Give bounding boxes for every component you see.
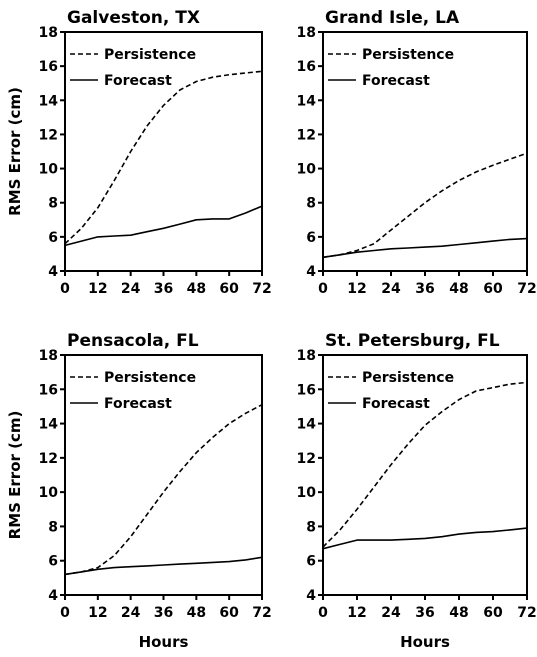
x-tick-label: 12 [347, 605, 366, 621]
legend-label-forecast: Forecast [362, 73, 430, 89]
y-tick-label: 6 [306, 554, 316, 570]
y-axis-title: RMS Error (cm) [6, 411, 24, 540]
panel-1: Grand Isle, LA 4 6 8 10 12 14 16 18 0 12 24 36 48 60 72… [297, 8, 537, 297]
legend-label-forecast: Forecast [362, 396, 430, 412]
y-tick-label: 8 [48, 196, 58, 212]
x-tick-label: 72 [517, 281, 536, 297]
y-tick-label: 18 [297, 348, 316, 364]
panel-title: Galveston, TX [67, 8, 200, 28]
x-tick-label: 36 [154, 281, 173, 297]
x-tick-label: 0 [318, 605, 328, 621]
y-tick-label: 10 [39, 162, 59, 178]
y-tick-label: 8 [306, 519, 316, 535]
legend-label-persistence: Persistence [362, 47, 454, 63]
x-tick-label: 60 [219, 281, 239, 297]
x-tick-label: 12 [347, 281, 366, 297]
x-tick-label: 72 [252, 605, 271, 621]
legend-label-forecast: Forecast [104, 73, 172, 89]
series-line-persistence [322, 152, 528, 259]
plot-frame [64, 354, 263, 596]
y-tick-label: 18 [39, 25, 58, 41]
legend-label-forecast: Forecast [104, 396, 172, 412]
y-tick-label: 8 [306, 196, 316, 212]
x-axis-title: Hours [400, 633, 450, 651]
panel-title: St. Petersburg, FL [325, 331, 500, 351]
x-tick-label: 0 [60, 281, 70, 297]
panel-2: Pensacola, FL 4 6 8 10 12 14 16 18 0 12 24 36 48 60 72 P… [6, 331, 272, 651]
y-tick-label: 18 [297, 25, 316, 41]
y-tick-label: 16 [297, 59, 316, 75]
y-tick-label: 10 [297, 485, 317, 501]
y-tick-label: 12 [297, 127, 316, 143]
x-tick-label: 36 [415, 281, 434, 297]
series-line-persistence [64, 403, 263, 576]
plot-frame [322, 31, 528, 272]
x-tick-label: 12 [88, 605, 107, 621]
x-tick-label: 48 [187, 281, 206, 297]
y-tick-label: 14 [39, 417, 59, 433]
series-line-persistence [322, 381, 528, 548]
panel-title: Grand Isle, LA [325, 8, 460, 28]
legend-label-persistence: Persistence [362, 370, 454, 386]
series-line-forecast [64, 205, 263, 247]
panel-3: St. Petersburg, FL 4 6 8 10 12 14 16 18 0 12 24 36 48… [297, 331, 537, 651]
x-tick-label: 48 [449, 605, 468, 621]
x-tick-label: 24 [121, 605, 141, 621]
x-tick-label: 0 [60, 605, 70, 621]
x-tick-label: 60 [483, 281, 503, 297]
y-tick-label: 4 [48, 264, 58, 280]
panel-title: Pensacola, FL [67, 331, 199, 351]
x-tick-label: 24 [381, 605, 401, 621]
x-tick-label: 12 [88, 281, 107, 297]
x-tick-label: 60 [483, 605, 503, 621]
x-tick-label: 48 [449, 281, 468, 297]
x-tick-label: 24 [121, 281, 141, 297]
x-tick-label: 48 [187, 605, 206, 621]
y-tick-label: 16 [39, 382, 58, 398]
x-tick-label: 24 [381, 281, 401, 297]
x-tick-label: 36 [154, 605, 173, 621]
series-line-forecast [322, 527, 528, 550]
y-tick-label: 12 [39, 127, 58, 143]
x-tick-label: 60 [219, 605, 239, 621]
y-tick-label: 4 [306, 588, 316, 604]
legend-label-persistence: Persistence [104, 370, 196, 386]
y-tick-label: 6 [48, 554, 58, 570]
x-tick-label: 36 [415, 605, 434, 621]
y-tick-label: 12 [39, 451, 58, 467]
series-line-persistence [64, 70, 263, 245]
y-tick-label: 10 [297, 162, 317, 178]
y-tick-label: 14 [297, 417, 317, 433]
y-tick-label: 6 [306, 230, 316, 246]
y-tick-label: 10 [39, 485, 59, 501]
y-tick-label: 8 [48, 519, 58, 535]
series-line-forecast [322, 237, 528, 259]
x-tick-label: 72 [517, 605, 536, 621]
series-line-forecast [64, 556, 263, 576]
y-tick-label: 14 [39, 93, 59, 109]
y-tick-label: 12 [297, 451, 316, 467]
x-tick-label: 0 [318, 281, 328, 297]
panel-0: Galveston, TX 4 6 8 10 12 14 16 18 0 12 24 36 48 60 72 P… [6, 8, 272, 297]
y-axis-title: RMS Error (cm) [6, 87, 24, 216]
y-tick-label: 16 [39, 59, 58, 75]
y-tick-label: 16 [297, 382, 316, 398]
y-tick-label: 18 [39, 348, 58, 364]
y-tick-label: 6 [48, 230, 58, 246]
plot-frame [64, 31, 263, 272]
y-tick-label: 4 [306, 264, 316, 280]
x-tick-label: 72 [252, 281, 271, 297]
plot-frame [322, 354, 528, 596]
x-axis-title: Hours [139, 633, 189, 651]
y-tick-label: 4 [48, 588, 58, 604]
y-tick-label: 14 [297, 93, 317, 109]
legend-label-persistence: Persistence [104, 47, 196, 63]
